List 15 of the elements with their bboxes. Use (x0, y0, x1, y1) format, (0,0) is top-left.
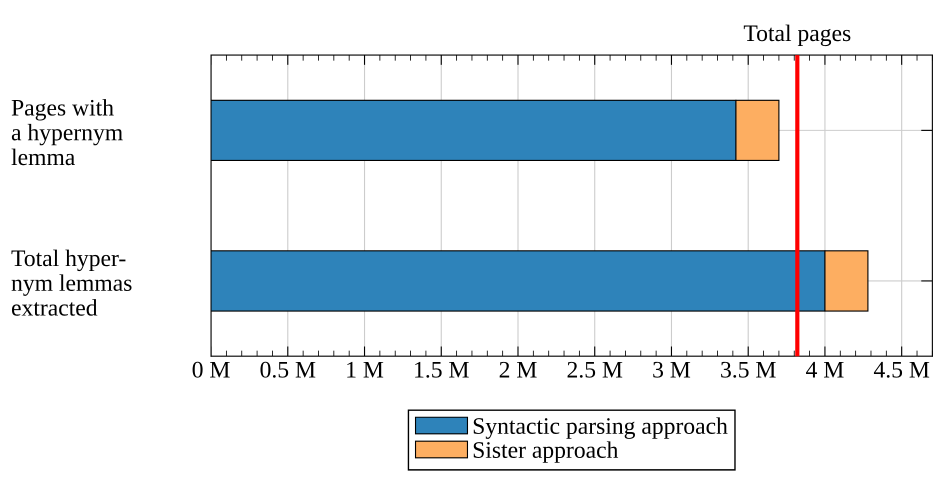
x-tick-label: 2.5 M (568, 362, 622, 378)
x-tick-label: 4.5 M (874, 362, 930, 378)
legend-label: Syntactic parsing approach (474, 417, 728, 439)
x-tick-label: 0.5 M (260, 362, 316, 378)
x-tick-label: 1.5 M (415, 362, 469, 378)
y-tick-label: Total hyper- nym lemmas extracted (11, 250, 132, 316)
x-tick-label: 3 M (653, 362, 690, 378)
x-tick-label: 3.5 M (721, 362, 776, 378)
y-tick-label: Pages with a hypernym lemma (12, 99, 123, 166)
x-tick-label: 4 M (806, 362, 844, 378)
x-tick-label: 2 M (500, 362, 537, 378)
x-tick-label: 0 M (192, 362, 230, 378)
legend-label: Sister approach (474, 441, 618, 463)
x-tick-label: 1 M (347, 362, 384, 378)
ref-line-label: Total pages (744, 24, 850, 46)
